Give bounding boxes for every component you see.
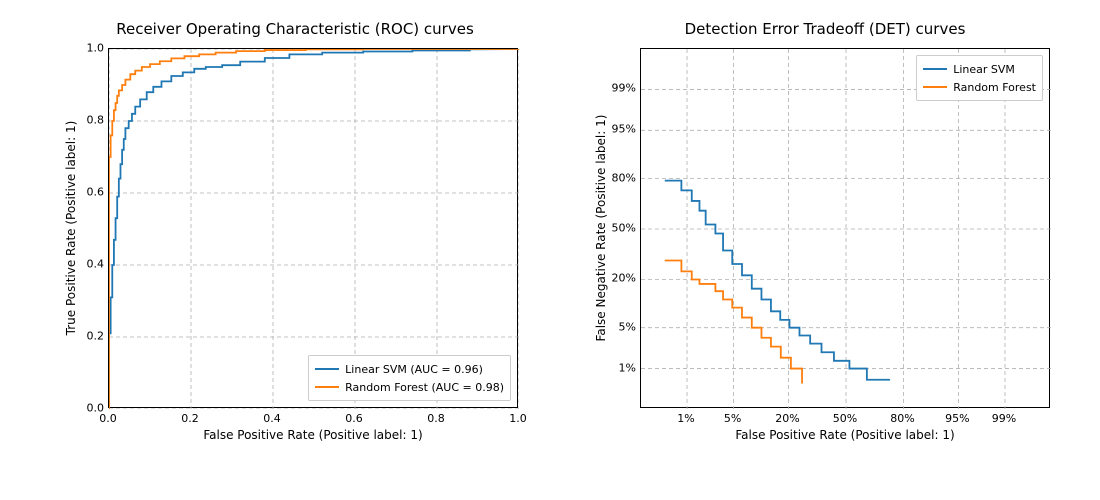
- roc-legend: Linear SVM (AUC = 0.96) Random Forest (A…: [308, 355, 511, 401]
- tick-label: 1.0: [78, 42, 104, 55]
- tick-label: 99%: [992, 412, 1016, 425]
- roc-ylabel: True Positive Rate (Positive label: 1): [64, 48, 78, 408]
- tick-label: 80%: [602, 171, 636, 184]
- tick-label: 99%: [602, 82, 636, 95]
- roc-title: Receiver Operating Characteristic (ROC) …: [60, 20, 530, 38]
- legend-swatch-rf: [923, 86, 947, 88]
- tick-label: 20%: [775, 412, 799, 425]
- tick-label: 0.0: [78, 402, 104, 415]
- tick-label: 20%: [602, 272, 636, 285]
- legend-label-svm: Linear SVM (AUC = 0.96): [345, 363, 483, 376]
- tick-label: 95%: [945, 412, 969, 425]
- legend-row: Random Forest (AUC = 0.98): [315, 378, 504, 396]
- tick-label: 5%: [724, 412, 741, 425]
- tick-label: 0.2: [78, 330, 104, 343]
- figure: Receiver Operating Characteristic (ROC) …: [0, 0, 1100, 500]
- legend-row: Linear SVM (AUC = 0.96): [315, 360, 504, 378]
- tick-label: 5%: [602, 320, 636, 333]
- legend-swatch-rf: [315, 386, 339, 388]
- legend-row: Linear SVM: [923, 60, 1036, 78]
- det-legend: Linear SVM Random Forest: [916, 55, 1043, 101]
- tick-label: 95%: [602, 123, 636, 136]
- tick-label: 0.6: [345, 412, 363, 425]
- tick-label: 0.8: [78, 114, 104, 127]
- tick-label: 50%: [833, 412, 857, 425]
- tick-label: 50%: [602, 222, 636, 235]
- det-plot-area: Linear SVM Random Forest: [640, 48, 1050, 408]
- tick-label: 0.6: [78, 186, 104, 199]
- tick-label: 1%: [602, 361, 636, 374]
- tick-label: 80%: [890, 412, 914, 425]
- legend-label-rf: Random Forest (AUC = 0.98): [345, 381, 504, 394]
- legend-label-rf: Random Forest: [953, 81, 1036, 94]
- tick-label: 0.4: [78, 258, 104, 271]
- det-title: Detection Error Tradeoff (DET) curves: [580, 20, 1070, 38]
- roc-plot-area: Linear SVM (AUC = 0.96) Random Forest (A…: [108, 48, 518, 408]
- legend-swatch-svm: [923, 68, 947, 70]
- tick-label: 0.2: [181, 412, 199, 425]
- roc-panel: Receiver Operating Characteristic (ROC) …: [60, 20, 530, 460]
- tick-label: 1%: [677, 412, 694, 425]
- det-svg: [641, 49, 1051, 409]
- legend-row: Random Forest: [923, 78, 1036, 96]
- det-xlabel: False Positive Rate (Positive label: 1): [640, 428, 1050, 442]
- tick-label: 0.4: [263, 412, 281, 425]
- roc-xlabel: False Positive Rate (Positive label: 1): [108, 428, 518, 442]
- tick-label: 1.0: [509, 412, 527, 425]
- det-panel: Detection Error Tradeoff (DET) curves Li…: [580, 20, 1070, 460]
- legend-label-svm: Linear SVM: [953, 63, 1015, 76]
- tick-label: 0.8: [427, 412, 445, 425]
- legend-swatch-svm: [315, 368, 339, 370]
